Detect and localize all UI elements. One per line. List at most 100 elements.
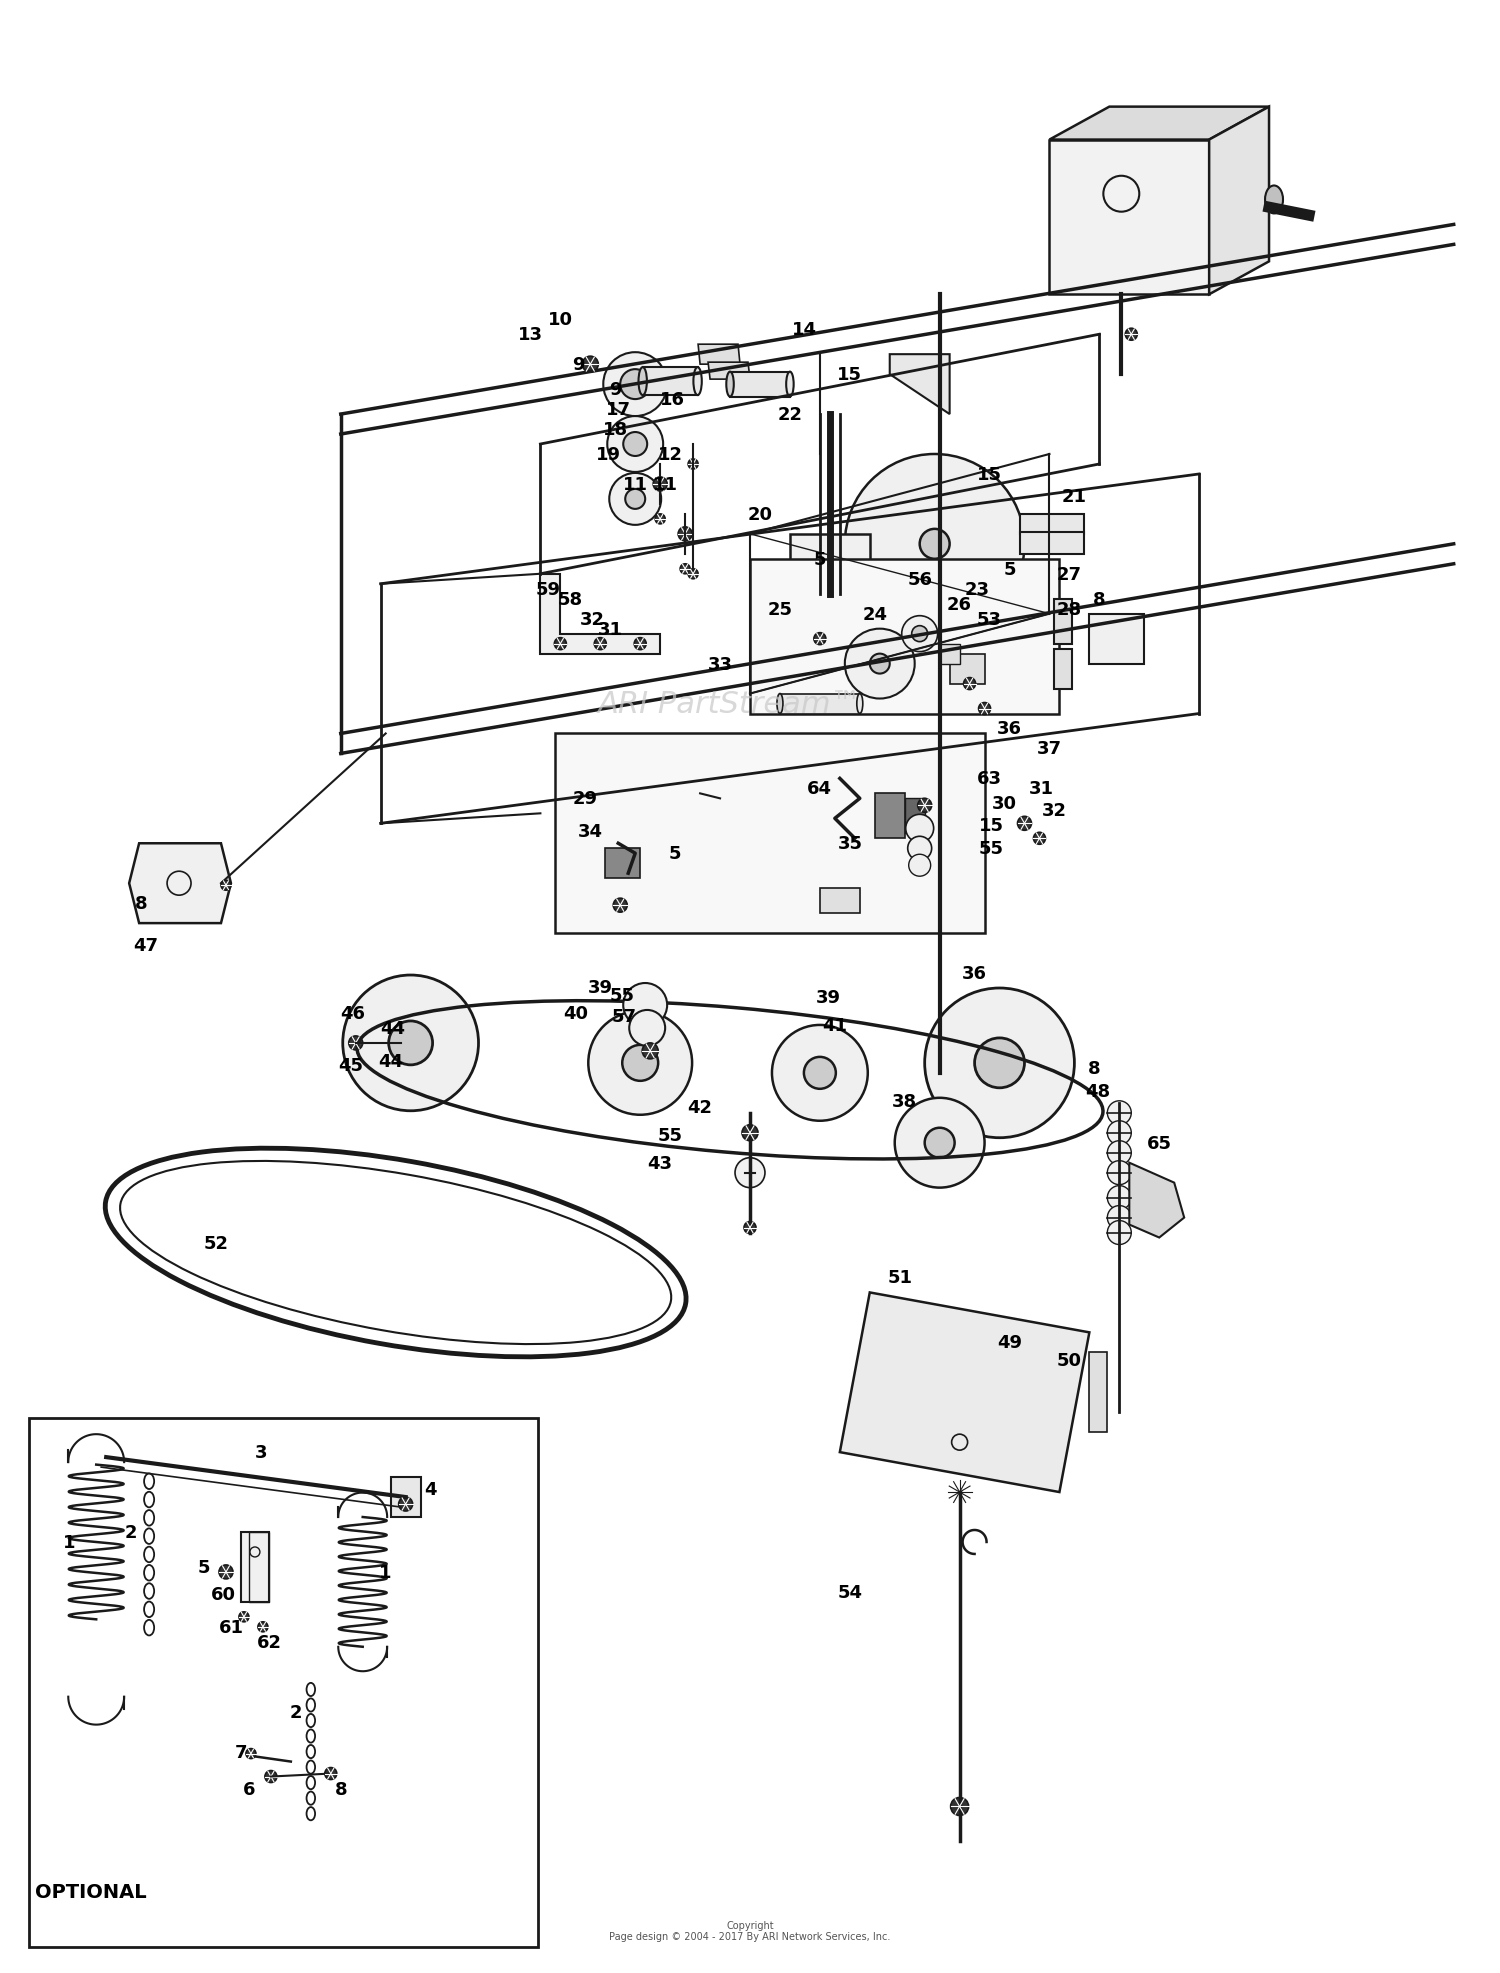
Text: 15: 15 xyxy=(976,466,1002,483)
Circle shape xyxy=(622,1046,658,1081)
Text: 36: 36 xyxy=(998,720,1022,738)
Circle shape xyxy=(588,1012,692,1115)
Text: 11: 11 xyxy=(622,475,648,493)
Text: 44: 44 xyxy=(380,1020,405,1038)
Polygon shape xyxy=(129,844,231,923)
Text: 50: 50 xyxy=(1058,1352,1082,1369)
Circle shape xyxy=(1107,1221,1131,1245)
Text: 52: 52 xyxy=(204,1233,228,1253)
Text: 54: 54 xyxy=(837,1582,862,1600)
Circle shape xyxy=(975,1038,1024,1089)
Polygon shape xyxy=(698,345,740,365)
Text: 8: 8 xyxy=(334,1780,346,1797)
Circle shape xyxy=(1107,1140,1131,1166)
Text: 5: 5 xyxy=(1004,560,1016,578)
Text: 4: 4 xyxy=(424,1480,436,1498)
Circle shape xyxy=(219,1565,232,1578)
Circle shape xyxy=(634,639,646,651)
Circle shape xyxy=(951,1797,969,1815)
Circle shape xyxy=(920,529,950,560)
Circle shape xyxy=(1107,1160,1131,1186)
Bar xyxy=(950,655,984,685)
Circle shape xyxy=(246,1748,256,1758)
Circle shape xyxy=(348,1036,363,1050)
Circle shape xyxy=(258,1622,268,1632)
Circle shape xyxy=(608,416,663,474)
Text: 39: 39 xyxy=(588,979,613,996)
Ellipse shape xyxy=(639,367,646,397)
Text: 30: 30 xyxy=(992,795,1017,813)
Text: 5: 5 xyxy=(813,550,826,568)
Circle shape xyxy=(744,1221,756,1233)
Bar xyxy=(1089,1353,1107,1432)
Ellipse shape xyxy=(726,373,734,397)
Circle shape xyxy=(326,1768,338,1780)
Circle shape xyxy=(1125,329,1137,341)
Circle shape xyxy=(909,854,930,876)
Text: 17: 17 xyxy=(606,401,630,418)
Text: 13: 13 xyxy=(518,326,543,343)
Text: 63: 63 xyxy=(976,769,1002,787)
Bar xyxy=(1054,600,1072,645)
Circle shape xyxy=(344,975,478,1111)
Text: 48: 48 xyxy=(1084,1083,1110,1101)
Bar xyxy=(642,367,698,397)
Polygon shape xyxy=(1050,140,1209,296)
Text: 11: 11 xyxy=(652,475,678,493)
Bar xyxy=(730,373,790,397)
Circle shape xyxy=(656,515,664,525)
Text: Copyright
Page design © 2004 - 2017 By ARI Network Services, Inc.: Copyright Page design © 2004 - 2017 By A… xyxy=(609,1920,891,1941)
Polygon shape xyxy=(708,363,750,381)
Text: 55: 55 xyxy=(609,986,634,1004)
Text: 22: 22 xyxy=(777,406,802,424)
Circle shape xyxy=(609,474,662,525)
Polygon shape xyxy=(890,355,950,414)
Circle shape xyxy=(642,1044,658,1060)
Circle shape xyxy=(844,454,1024,635)
Text: 2: 2 xyxy=(124,1523,138,1541)
Circle shape xyxy=(238,1612,249,1622)
Text: 55: 55 xyxy=(980,840,1004,858)
Circle shape xyxy=(906,815,933,842)
Text: OPTIONAL: OPTIONAL xyxy=(36,1882,147,1900)
Circle shape xyxy=(908,837,932,860)
Text: 5: 5 xyxy=(669,844,681,862)
Polygon shape xyxy=(1209,109,1269,296)
Text: 26: 26 xyxy=(946,596,972,614)
Circle shape xyxy=(628,1010,664,1046)
Text: 58: 58 xyxy=(558,590,584,608)
Text: 23: 23 xyxy=(964,580,990,598)
Ellipse shape xyxy=(777,694,783,714)
Text: 60: 60 xyxy=(210,1584,236,1602)
Text: 7: 7 xyxy=(234,1742,248,1760)
Bar xyxy=(790,535,870,594)
Text: 56: 56 xyxy=(908,570,932,588)
Bar xyxy=(30,1419,538,1947)
Text: 8: 8 xyxy=(1088,1060,1101,1077)
Text: 2: 2 xyxy=(290,1703,302,1720)
Text: 31: 31 xyxy=(1029,779,1054,797)
Circle shape xyxy=(804,1058,836,1089)
Text: 38: 38 xyxy=(892,1093,918,1111)
Circle shape xyxy=(266,1770,278,1784)
Text: 35: 35 xyxy=(837,835,862,852)
Bar xyxy=(1020,515,1084,535)
Text: 29: 29 xyxy=(573,789,598,807)
Circle shape xyxy=(220,880,231,890)
Bar xyxy=(242,1533,268,1602)
Bar xyxy=(874,793,904,839)
Text: 18: 18 xyxy=(603,420,628,438)
Text: 5: 5 xyxy=(198,1559,210,1576)
Circle shape xyxy=(772,1026,868,1121)
Bar xyxy=(1089,614,1144,665)
Circle shape xyxy=(1107,1101,1131,1125)
Circle shape xyxy=(742,1125,758,1140)
Text: 27: 27 xyxy=(1058,566,1082,584)
Text: 8: 8 xyxy=(135,894,147,913)
Text: 24: 24 xyxy=(862,606,888,623)
Circle shape xyxy=(1107,1121,1131,1144)
Text: 39: 39 xyxy=(816,988,840,1006)
Text: 53: 53 xyxy=(976,610,1002,627)
Text: 21: 21 xyxy=(1062,487,1088,505)
Text: 6: 6 xyxy=(243,1780,255,1797)
